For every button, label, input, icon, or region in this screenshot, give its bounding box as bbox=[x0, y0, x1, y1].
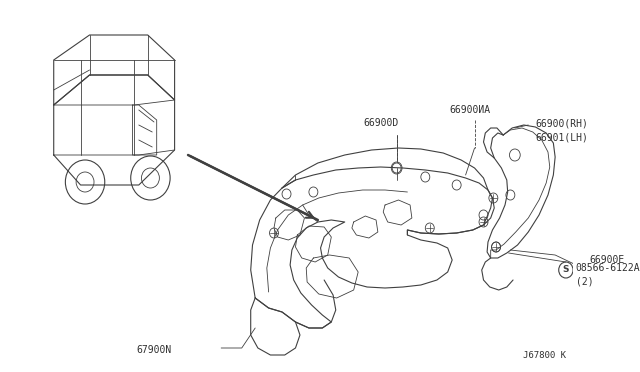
Text: J67800 K: J67800 K bbox=[523, 351, 566, 360]
Text: 66900(RH): 66900(RH) bbox=[536, 118, 588, 128]
Text: 08566-6122A: 08566-6122A bbox=[576, 263, 640, 273]
Text: S: S bbox=[563, 266, 569, 275]
Text: (2): (2) bbox=[576, 277, 593, 287]
Text: 67900N: 67900N bbox=[137, 345, 172, 355]
Text: 66900D: 66900D bbox=[363, 118, 398, 128]
Text: 66900E: 66900E bbox=[589, 255, 625, 265]
Text: 66900ИA: 66900ИA bbox=[449, 105, 491, 115]
Text: 66901(LH): 66901(LH) bbox=[536, 132, 588, 142]
